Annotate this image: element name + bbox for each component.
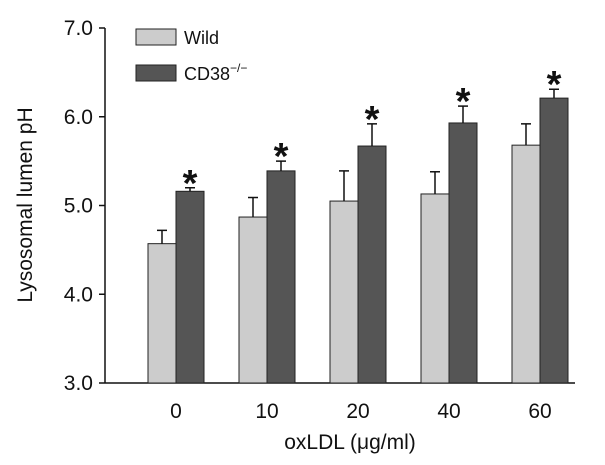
x-tick-label: 40	[437, 400, 460, 423]
x-axis-tick-labels: 0 10 20 40 60	[170, 400, 552, 423]
error-bars	[157, 88, 559, 244]
bar-wild	[238, 216, 268, 384]
y-tick-label: 5.0	[64, 195, 93, 218]
bar-wild	[511, 144, 541, 384]
bar-cd38	[266, 170, 296, 384]
y-tick-label: 6.0	[64, 106, 93, 129]
y-axis-ticks: 3.0 4.0 5.0 6.0 7.0	[64, 17, 105, 395]
bar-cd38	[448, 122, 478, 384]
y-tick-label: 3.0	[64, 372, 93, 395]
x-tick-label: 0	[170, 400, 182, 423]
significance-markers: * * * * *	[183, 64, 562, 205]
y-tick-label: 7.0	[64, 17, 93, 40]
bar-cd38	[539, 97, 569, 384]
y-tick-label: 4.0	[64, 283, 93, 306]
x-axis-label: oxLDL (μg/ml)	[284, 431, 416, 454]
significance-asterisk: *	[365, 99, 380, 141]
bar-cd38	[357, 145, 387, 384]
legend-label-wild: Wild	[184, 28, 219, 48]
legend-label-cd38-superscript: −/−	[230, 61, 247, 75]
significance-asterisk: *	[547, 64, 562, 106]
x-tick-label: 10	[255, 400, 278, 423]
bar-wild	[329, 200, 359, 384]
legend-label-cd38: CD38−/−	[184, 61, 247, 84]
significance-asterisk: *	[456, 81, 471, 123]
legend-swatch-wild	[135, 28, 177, 46]
y-axis-label: Lysosomal lumen pH	[14, 107, 37, 302]
bar-cd38	[175, 190, 205, 384]
legend: Wild CD38−/−	[135, 28, 247, 84]
x-tick-label: 60	[528, 400, 551, 423]
legend-swatch-cd38	[135, 64, 177, 82]
bar-wild	[147, 243, 177, 384]
bar-wild	[420, 193, 450, 384]
significance-asterisk: *	[183, 163, 198, 205]
x-tick-label: 20	[346, 400, 369, 423]
bars	[147, 97, 569, 384]
significance-asterisk: *	[274, 136, 289, 178]
